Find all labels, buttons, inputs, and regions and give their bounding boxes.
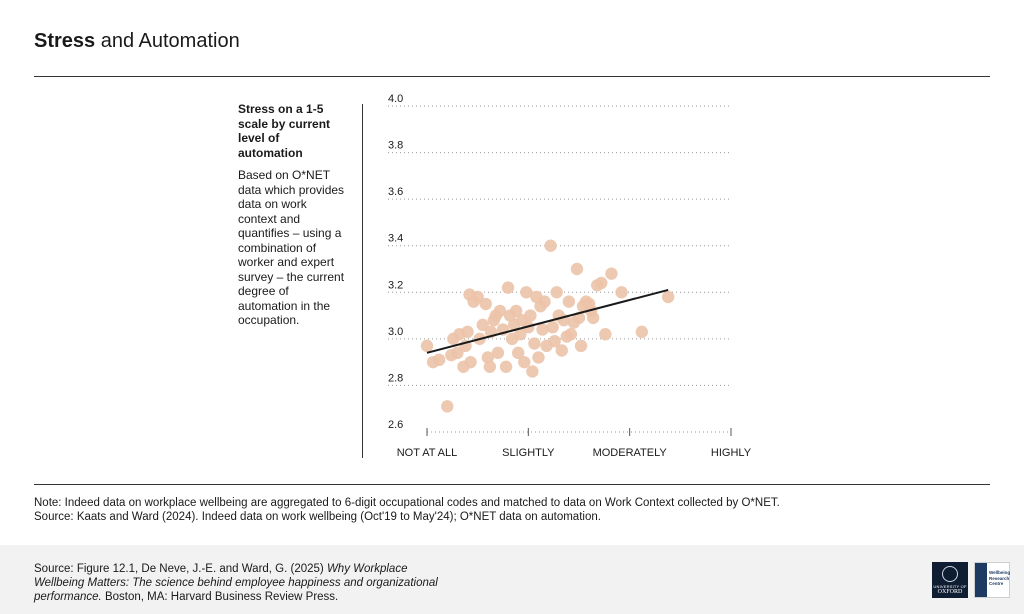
- y-tick-label: 2.8: [388, 372, 403, 384]
- data-point: [562, 295, 576, 308]
- oxford-logo: UNIVERSITY OF OXFORD: [932, 562, 968, 598]
- data-point: [544, 239, 557, 252]
- sidebar-divider: [362, 104, 363, 458]
- x-tick-label: SLIGHTLY: [502, 447, 555, 459]
- data-point: [476, 318, 489, 332]
- data-point: [420, 339, 434, 353]
- trend-line: [426, 288, 669, 354]
- data-point: [501, 281, 515, 294]
- data-point: [536, 323, 549, 336]
- oxford-logo-small: UNIVERSITY OF: [933, 584, 967, 589]
- data-point: [538, 295, 551, 308]
- sidebar-heading: Stress on a 1-5 scale by current level o…: [238, 102, 331, 160]
- y-tick-label: 3.0: [388, 326, 403, 338]
- data-point: [528, 337, 541, 350]
- data-point: [514, 328, 527, 341]
- data-point: [635, 325, 649, 339]
- data-point: [586, 311, 600, 325]
- data-point: [509, 304, 523, 318]
- footer-source-prefix: Source: Figure 12.1, De Neve, J.-E. and …: [34, 563, 327, 575]
- footer-source-title: Why Workplace Wellbeing Matters: The sci…: [34, 563, 438, 603]
- notes: Note: Indeed data on workplace wellbeing…: [34, 496, 780, 524]
- data-point: [524, 309, 537, 322]
- data-point: [550, 286, 563, 299]
- y-tick-label: 3.4: [388, 233, 403, 245]
- data-point: [555, 344, 568, 357]
- data-point: [532, 351, 545, 364]
- data-point: [483, 360, 497, 373]
- data-point: [451, 346, 464, 360]
- title-rest: and Automation: [95, 30, 240, 52]
- x-tick-label: MODERATELY: [593, 447, 668, 459]
- data-point: [441, 400, 454, 413]
- data-point: [461, 325, 474, 339]
- data-point: [432, 353, 446, 367]
- bottom-rule: [34, 484, 990, 485]
- y-tick-label: 2.6: [388, 419, 403, 431]
- data-point: [546, 321, 559, 334]
- data-point: [481, 351, 494, 364]
- y-tick-label: 3.6: [388, 186, 403, 198]
- data-point: [520, 286, 533, 299]
- chart-title: Stress and Automation: [34, 30, 240, 53]
- footer-source: Source: Figure 12.1, De Neve, J.-E. and …: [34, 562, 454, 604]
- data-point: [661, 290, 675, 304]
- note-line: Note: Indeed data on workplace wellbeing…: [34, 497, 780, 509]
- y-tick-label: 3.8: [388, 140, 403, 152]
- source-line: Source: Kaats and Ward (2024). Indeed da…: [34, 511, 601, 523]
- data-point: [512, 346, 525, 360]
- y-tick-label: 4.0: [388, 93, 403, 105]
- data-point: [615, 286, 628, 299]
- data-point: [491, 346, 505, 360]
- x-tick-label: HIGHLY: [711, 447, 752, 459]
- data-point: [471, 290, 484, 304]
- data-point: [499, 360, 513, 373]
- data-point: [548, 334, 561, 348]
- data-point: [599, 328, 612, 341]
- x-tick-label: NOT AT ALL: [397, 447, 458, 459]
- y-tick-label: 3.2: [388, 279, 403, 291]
- data-point: [574, 339, 588, 353]
- footer-source-suffix: Boston, MA: Harvard Business Review Pres…: [101, 591, 339, 603]
- data-point: [605, 267, 618, 280]
- data-point: [479, 297, 492, 311]
- title-bold: Stress: [34, 30, 96, 52]
- wellbeing-centre-logo: Wellbeing Research Centre: [974, 562, 1010, 598]
- sidebar: Stress on a 1-5 scale by current level o…: [238, 102, 346, 328]
- data-point: [493, 304, 507, 318]
- wellbeing-logo-text: Wellbeing Research Centre: [989, 570, 1011, 586]
- data-point: [570, 262, 584, 276]
- oxford-logo-name: OXFORD: [937, 589, 963, 595]
- scatter-chart: 2.6 2.8 3.0 3.2 3.4 3.6 3.8 4.0 NOT AT ALL SLIGHT…: [388, 93, 752, 459]
- data-point: [595, 276, 608, 290]
- wellbeing-logo-band: [975, 563, 987, 597]
- data-point: [518, 355, 531, 369]
- data-point: [464, 355, 477, 369]
- data-point: [564, 328, 578, 341]
- sidebar-description: Based on O*NET data which provides data …: [238, 168, 345, 327]
- top-rule: [34, 76, 990, 77]
- data-point: [526, 365, 539, 378]
- footer: Source: Figure 12.1, De Neve, J.-E. and …: [0, 545, 1024, 614]
- oxford-crest-icon: [942, 566, 958, 582]
